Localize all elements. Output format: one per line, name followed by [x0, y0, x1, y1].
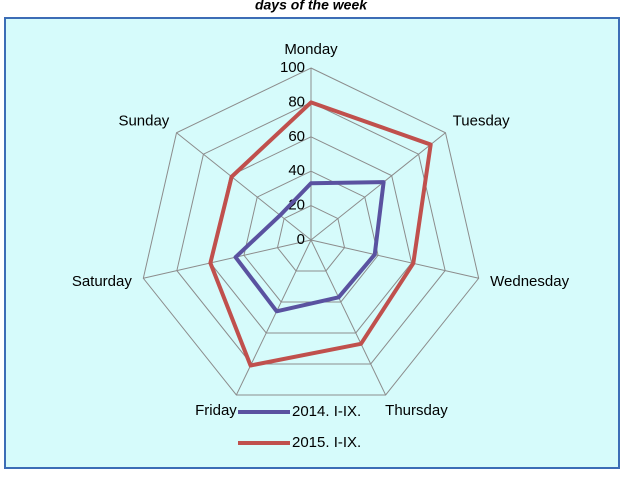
category-label: Monday: [284, 41, 338, 58]
category-label: Sunday: [118, 113, 169, 130]
legend-label: 2014. I-IX.: [292, 403, 361, 420]
category-label: Friday: [195, 402, 237, 419]
y-tick-label: 0: [297, 231, 305, 248]
grid-line: [142, 67, 480, 396]
axis-spoke: [310, 239, 387, 396]
series-line: [208, 100, 433, 368]
grid-line: [276, 205, 346, 272]
grid-line: [176, 101, 446, 365]
legend-label: 2015. I-IX.: [292, 434, 361, 451]
category-label: Thursday: [385, 402, 448, 419]
category-label: Tuesday: [453, 113, 510, 130]
axis-spoke: [143, 239, 312, 279]
y-tick-label: 80: [288, 93, 305, 110]
chart-title: days of the week: [255, 0, 368, 13]
axis-spoke: [235, 239, 312, 396]
y-tick-label: 100: [280, 59, 305, 76]
category-label: Saturday: [72, 273, 133, 290]
category-label: Wednesday: [490, 273, 569, 290]
series-line: [233, 180, 386, 314]
axis-spoke: [310, 239, 479, 279]
y-tick-label: 40: [288, 162, 305, 179]
y-tick-label: 60: [288, 128, 305, 145]
axis-spoke: [310, 132, 446, 241]
axis-spoke: [176, 132, 312, 241]
